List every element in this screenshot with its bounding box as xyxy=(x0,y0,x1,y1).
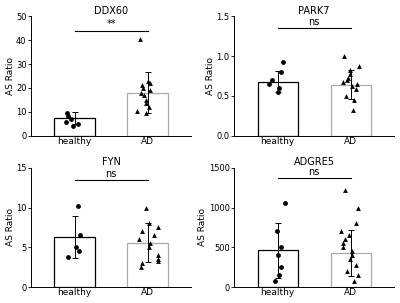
Point xyxy=(155,257,162,262)
Point xyxy=(339,245,346,250)
Point xyxy=(75,121,82,126)
Point xyxy=(348,253,355,258)
Bar xyxy=(258,82,298,135)
Point xyxy=(342,237,348,242)
Bar xyxy=(54,118,95,135)
Y-axis label: AS Ratio: AS Ratio xyxy=(6,57,14,95)
Point xyxy=(151,233,158,238)
Point xyxy=(340,54,347,58)
Point xyxy=(337,229,344,234)
Point xyxy=(139,83,146,88)
Point xyxy=(278,245,285,250)
Point xyxy=(64,255,71,259)
Point xyxy=(355,205,361,210)
Point xyxy=(275,89,281,94)
Title: ADGRE5: ADGRE5 xyxy=(294,157,335,167)
Point xyxy=(146,221,152,226)
Point xyxy=(266,82,272,86)
Text: ns: ns xyxy=(308,17,320,27)
Y-axis label: AS Ratio: AS Ratio xyxy=(198,208,207,246)
Point xyxy=(348,249,355,254)
Point xyxy=(64,111,70,115)
Text: ns: ns xyxy=(308,167,320,177)
Point xyxy=(65,114,72,119)
Point xyxy=(281,200,288,205)
Point xyxy=(147,88,153,93)
Text: **: ** xyxy=(106,19,116,29)
Point xyxy=(354,273,361,278)
Point xyxy=(340,79,346,84)
Point xyxy=(342,188,348,192)
Point xyxy=(70,123,76,128)
Point xyxy=(76,249,82,254)
Point xyxy=(347,71,354,76)
Point xyxy=(75,204,82,208)
Point xyxy=(350,278,357,283)
Bar xyxy=(330,85,371,135)
Point xyxy=(155,253,162,258)
Bar xyxy=(258,251,298,287)
Y-axis label: AS Ratio: AS Ratio xyxy=(6,208,15,246)
Point xyxy=(146,241,153,246)
Point xyxy=(343,78,350,82)
Point xyxy=(349,84,356,89)
Point xyxy=(134,108,140,113)
Point xyxy=(68,116,74,121)
Point xyxy=(274,229,280,234)
Point xyxy=(340,241,346,246)
Point xyxy=(139,261,146,266)
Bar xyxy=(330,253,371,287)
Point xyxy=(138,229,145,234)
Point xyxy=(136,237,142,242)
Y-axis label: AS Ratio: AS Ratio xyxy=(206,57,215,95)
Point xyxy=(344,75,351,80)
Title: DDX60: DDX60 xyxy=(94,5,128,15)
Point xyxy=(276,85,282,90)
Title: FYN: FYN xyxy=(102,157,120,167)
Point xyxy=(147,81,153,85)
Point xyxy=(353,221,360,226)
Point xyxy=(141,93,147,98)
Point xyxy=(278,70,284,75)
Point xyxy=(276,273,282,278)
Point xyxy=(143,205,149,210)
Point xyxy=(350,108,356,112)
Point xyxy=(143,111,149,115)
Point xyxy=(155,225,162,230)
Bar xyxy=(128,242,168,287)
Point xyxy=(138,265,145,270)
Point xyxy=(138,90,144,95)
Point xyxy=(62,120,69,125)
Point xyxy=(275,253,281,258)
Bar xyxy=(128,93,168,135)
Point xyxy=(145,78,151,83)
Point xyxy=(354,82,361,86)
Title: PARK7: PARK7 xyxy=(298,5,330,15)
Point xyxy=(146,105,152,109)
Text: ns: ns xyxy=(105,168,117,178)
Point xyxy=(278,265,284,270)
Point xyxy=(353,262,359,267)
Point xyxy=(77,233,83,238)
Point xyxy=(352,87,359,92)
Point xyxy=(155,258,161,263)
Point xyxy=(272,278,278,283)
Point xyxy=(351,97,358,102)
Point xyxy=(146,245,152,250)
Point xyxy=(356,64,362,69)
Point xyxy=(136,37,143,42)
Point xyxy=(347,257,353,262)
Point xyxy=(140,85,146,90)
Point xyxy=(347,68,354,73)
Point xyxy=(346,233,352,238)
Point xyxy=(344,269,350,274)
Point xyxy=(343,93,350,98)
Point xyxy=(269,78,275,82)
Point xyxy=(143,101,149,106)
Point xyxy=(142,97,149,102)
Bar xyxy=(54,237,95,287)
Point xyxy=(73,245,80,250)
Point xyxy=(280,60,287,65)
